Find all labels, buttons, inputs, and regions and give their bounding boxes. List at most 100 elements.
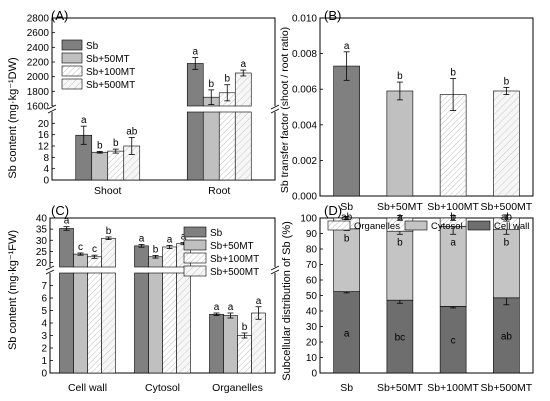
- panel-c-tick-label: 30: [36, 236, 48, 247]
- panel-a-legend-swatch: [61, 39, 83, 51]
- panel-b-bar: [439, 94, 467, 197]
- panel-d-legend-swatch: [404, 220, 428, 231]
- panel-a-tick-label: 20: [38, 119, 50, 130]
- panel-d-ylabel: Subcellular distribution of Sb (%): [281, 221, 293, 381]
- panel-d-letter: a: [450, 237, 456, 248]
- panel-b-category-label: Sb+50MT: [377, 201, 423, 213]
- panel-d-letter: b: [504, 237, 510, 248]
- panel-a-legend-swatch: [61, 78, 83, 90]
- panel-c-tick-label: 4: [41, 319, 47, 330]
- panel-d-letter: bc: [395, 333, 406, 344]
- panel-c-ylabel: Sb content (mg·kg⁻¹FW): [7, 230, 19, 350]
- panel-a-frame: [51, 17, 276, 181]
- panel-d-tick-label: 0: [311, 369, 317, 380]
- panel-a-bar-lower: [202, 111, 220, 181]
- panel-c-label: (C): [51, 203, 69, 218]
- panel-b-category-label: Sb+100MT: [427, 201, 479, 213]
- panel-c-tick-label: 5: [41, 306, 47, 317]
- panel-d-legend-swatch: [327, 220, 351, 231]
- panel-b-frame: [319, 17, 534, 197]
- panel-b-tick-label: 0.010: [292, 14, 317, 25]
- panel-c-tick-label: 20: [36, 258, 48, 269]
- panel-c-tick-label: 40: [36, 214, 48, 225]
- panel-b-bar: [493, 90, 520, 197]
- panel-b-plot: 0.000 0.002 0.004 0.006 0.008 0.010 a Sb b Sb+50M…: [292, 14, 534, 213]
- panel-c-letter: b: [153, 244, 159, 255]
- panel-d-bar-segment: [333, 228, 360, 292]
- panel-c-tick-label: 6: [41, 294, 47, 305]
- panel-c-letter: b: [242, 322, 248, 333]
- panel-c-bar: [223, 315, 238, 374]
- panel-c-category-label: Organelles: [212, 382, 263, 394]
- panel-d-legend-swatch: [467, 220, 491, 231]
- axis-break-mark: [47, 104, 57, 110]
- panel-a-tick-label: 2000: [27, 72, 50, 83]
- panel-c-bar-lower: [73, 272, 88, 374]
- panel-c-legend-label: Sb+100MT: [210, 254, 259, 265]
- axis-break-gap: [48, 106, 56, 112]
- panel-c-bar-lower: [148, 272, 163, 374]
- panel-c-tick-label: 0: [41, 369, 47, 380]
- panel-a-legend: Sb Sb+50MT Sb+100MT Sb+500MT: [61, 39, 135, 91]
- panel-a-tick-label: 2200: [27, 58, 50, 69]
- panel-a-tick-label: 1800: [27, 87, 50, 98]
- panel-b-ylabel: Sb transfer factor (shoot / root ratio): [279, 27, 291, 193]
- panel-a-legend-swatch: [61, 65, 83, 77]
- panel-d-category-label: Sb+100MT: [427, 382, 479, 394]
- panel-d-category-label: Sb+50MT: [377, 382, 423, 394]
- panel-c-legend-label: Sb+50MT: [210, 241, 254, 252]
- panel-c-letter: a: [139, 234, 145, 245]
- panel-c-category-label: Cell wall: [68, 382, 107, 394]
- axis-break-mark: [270, 269, 280, 275]
- panel-a-bar-lower: [186, 111, 204, 181]
- panel-d-tick-label: 60: [306, 276, 318, 287]
- panel-c-bar: [237, 335, 252, 374]
- panel-c-letter: b: [106, 226, 112, 237]
- panel-a-tick-label: 0: [43, 176, 49, 187]
- panel-c-bar: [101, 237, 116, 268]
- panel-d-legend-label: Cytosol: [431, 221, 463, 232]
- panel-b-tick-label: 0.000: [292, 192, 317, 203]
- panel-d-bar-segment: [333, 291, 360, 374]
- panel-d-bar-segment: [439, 306, 467, 374]
- panel-d-legend: Organelles Cytosol Cell wall: [327, 220, 529, 232]
- panel-d-letter: ab: [501, 331, 513, 342]
- panel-c-legend-swatch: [183, 239, 207, 251]
- panel-a-letter: a: [81, 115, 87, 126]
- panel-a-letter: b: [224, 74, 230, 85]
- panel-d-tick-label: 40: [306, 307, 318, 318]
- panel-c-bar: [73, 253, 88, 268]
- panel-a-legend-label: Sb: [86, 41, 99, 52]
- axis-break-gap: [271, 267, 279, 273]
- panel-a-letter: ab: [126, 127, 138, 138]
- panel-b-bar: [333, 65, 360, 197]
- panel-a-bar-lower: [218, 111, 236, 181]
- panel-a-tick-label: 16: [38, 130, 50, 141]
- panel-d-tick-label: 80: [306, 245, 318, 256]
- panel-d-tick-label: 30: [306, 322, 318, 333]
- panel-d-tick-label: 100: [300, 214, 317, 225]
- panel-c-category-label: Cytosol: [145, 382, 180, 394]
- axis-break-gap: [46, 267, 54, 273]
- panel-a-category-label: Root: [208, 185, 230, 197]
- panel-a-legend-label: Sb+100MT: [86, 67, 135, 78]
- panel-a-tick-label: 1600: [27, 102, 50, 113]
- panel-a-bar: [91, 151, 109, 181]
- panel-c-legend-swatch: [183, 265, 207, 277]
- panel-a-letter: a: [240, 59, 246, 70]
- panel-b-tick-label: 0.004: [292, 120, 317, 131]
- panel-b-tick-label: 0.002: [292, 156, 317, 167]
- panel-d-letter: b: [450, 212, 456, 223]
- panel-a-tick-label: 8: [43, 153, 49, 164]
- panel-c-letter: a: [256, 296, 262, 307]
- panel-b-bar: [386, 90, 414, 197]
- panel-d-letter: b: [397, 237, 403, 248]
- panel-a-bar: [234, 72, 252, 107]
- panel-b-letter: b: [450, 68, 456, 79]
- panel-c-legend-label: Sb+500MT: [210, 267, 259, 278]
- panel-c-letter: c: [78, 242, 83, 253]
- axis-break-mark: [270, 265, 280, 271]
- panel-d-plot: 0102030405060708090100ababSbbcbaSb+50MTc…: [300, 212, 534, 394]
- panel-d-bar-segment: [386, 299, 414, 374]
